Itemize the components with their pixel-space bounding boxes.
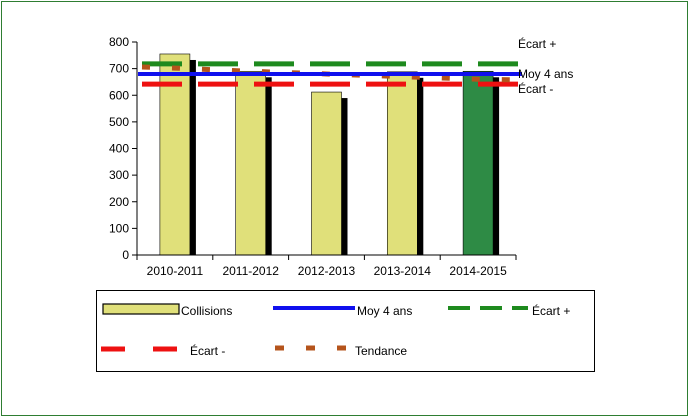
bar-2014-2015 <box>462 70 494 256</box>
x-axis: 2010-2011 2011-2012 2012-2013 2013-2014 2014… <box>136 254 517 278</box>
x-tick-label: 2014-2015 <box>449 264 507 278</box>
x-tick-label: 2012-2013 <box>298 264 356 278</box>
y-tick-label: 500 <box>109 115 129 129</box>
y-tick-label: 600 <box>109 88 129 102</box>
x-tick-label: 2013-2014 <box>374 264 432 278</box>
right-label-ecart-minus: Écart - <box>518 81 553 96</box>
y-tick-label: 200 <box>109 195 129 209</box>
bar-2012-2013 <box>311 91 342 256</box>
legend-label-tendance: Tendance <box>355 344 407 358</box>
legend: Collisions Moy 4 ans Écart + Écart - Ten… <box>96 290 595 372</box>
bar-2013-2014 <box>386 71 418 256</box>
y-tick-label: 800 <box>109 35 129 49</box>
right-label-moy: Moy 4 ans <box>518 67 573 81</box>
legend-label-ecart-plus: Écart + <box>532 303 570 318</box>
bar-2010-2011 <box>159 53 191 256</box>
bars <box>159 53 500 256</box>
y-tick-label: 700 <box>109 62 129 76</box>
x-tick-label: 2011-2012 <box>222 264 279 278</box>
y-tick-label: 100 <box>109 221 129 235</box>
legend-swatch-collisions <box>102 303 180 315</box>
y-tick-label: 300 <box>109 168 129 182</box>
legend-label-collisions: Collisions <box>181 304 232 318</box>
y-tick-label: 0 <box>122 248 129 262</box>
legend-label-moy: Moy 4 ans <box>357 304 412 318</box>
x-tick-label: 2010-2011 <box>147 264 204 278</box>
bar-2011-2012 <box>235 70 266 256</box>
y-tick-label: 400 <box>109 142 129 156</box>
legend-label-ecart-minus: Écart - <box>190 343 225 358</box>
y-axis: 0 100 200 300 400 500 600 700 800 <box>109 35 138 262</box>
right-label-ecart-plus: Écart + <box>518 36 556 51</box>
reference-lines <box>138 61 522 87</box>
legend-svg: Collisions Moy 4 ans Écart + Écart - Ten… <box>101 303 570 358</box>
